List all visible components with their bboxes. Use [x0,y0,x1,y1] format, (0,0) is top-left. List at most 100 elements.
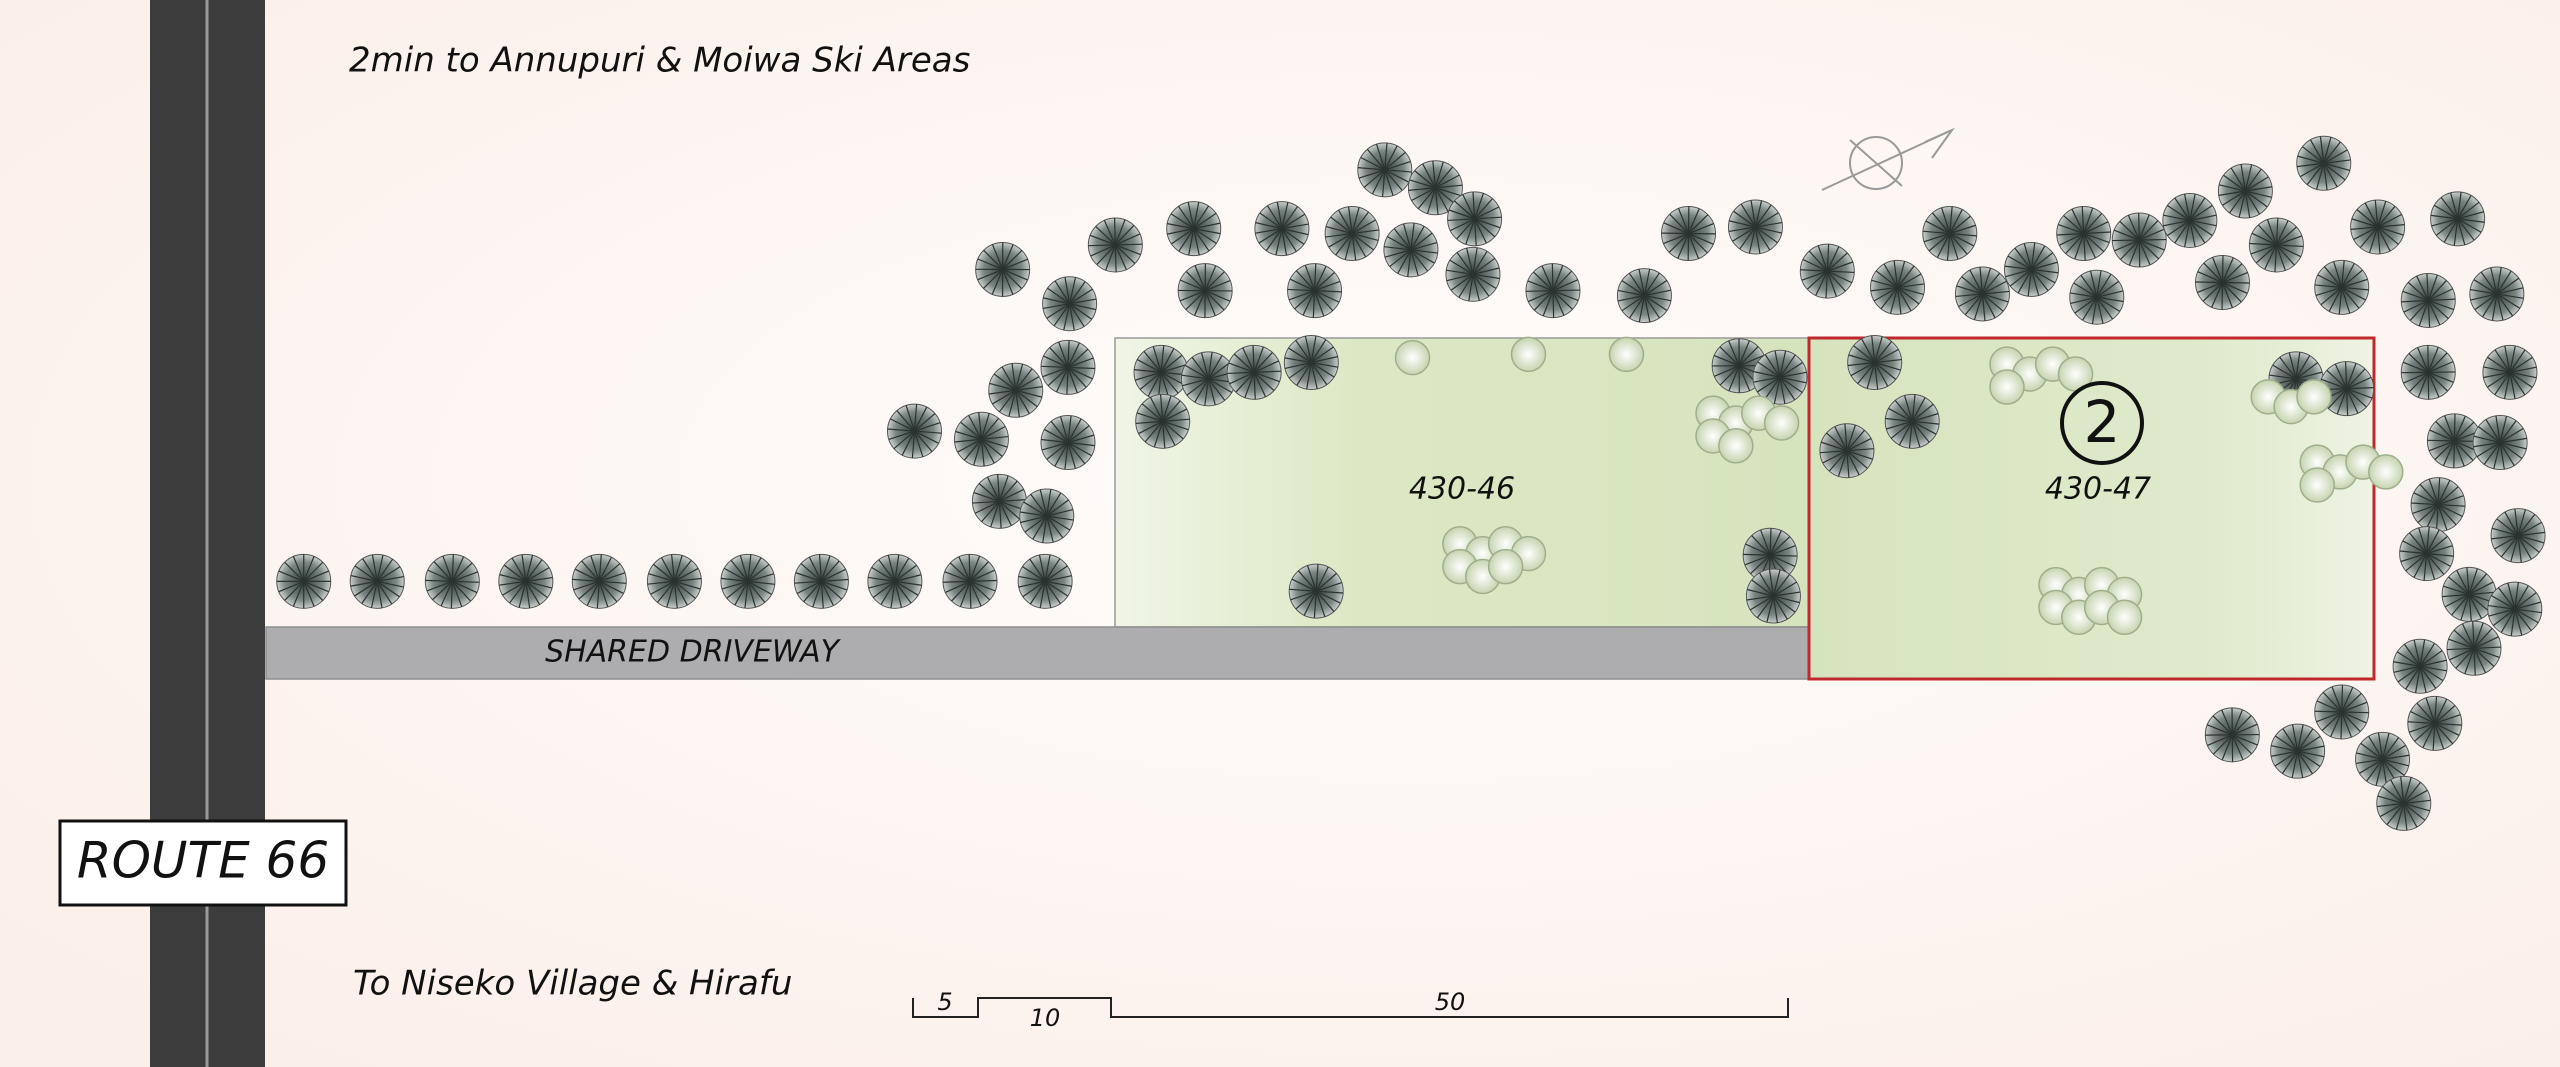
tree-branch [2393,659,2447,673]
tree-branch [1533,270,1573,311]
lot-label: 430-47 [2045,472,2151,507]
compass-ring [1849,136,1903,190]
tree-branch [2490,267,2504,321]
tree-branch [1753,371,1807,384]
tree-branch [1095,225,1136,264]
tree-branch [2402,290,2454,311]
tree-branch [990,475,1009,528]
shrub [2368,454,2404,490]
tree-branch [1186,362,1231,396]
tree-branch [1360,156,1410,183]
tree-branch [1328,219,1376,248]
south-note: To Niseko Village & Hirafu [353,964,792,1004]
tree-branch [2444,415,2465,467]
tree-branch [887,555,903,608]
tree-branch [1188,201,1200,256]
tree-branch [991,244,1014,295]
tree-branch [2497,587,2532,631]
scale-label: 5 [937,988,952,1016]
tree-branch [450,554,454,609]
tree-branch [1259,212,1305,245]
tree-branch [671,554,678,609]
tree-branch [1020,508,1074,524]
tree-branch [1053,281,1086,327]
tree-branch [1936,209,1963,258]
shrub [2299,467,2335,503]
tree-branch [2336,363,2357,415]
tree-branch [1136,359,1186,386]
tree-branch [2014,247,2049,292]
route-sign [58,819,348,907]
tree-branch [1955,290,2010,298]
lot-marker: 2 [2084,388,2121,456]
tree-branch [2291,724,2304,778]
tree-branch [1819,448,1874,454]
tree-branch [1289,588,1344,594]
tree-branch [1018,575,1072,587]
driveway-label: SHARED DRIVEWAY [545,635,842,670]
tree-branch [1617,289,1672,302]
tree-branch [2070,290,2124,305]
tree-branch [2432,696,2438,751]
tree-branch [954,435,1009,443]
tree-branch [1159,394,1166,449]
tree-branch [2464,622,2484,674]
tree-branch [1432,160,1439,215]
lot-label: 430-46 [1409,472,1515,507]
tree-branch [795,572,848,591]
tree-branch [1677,208,1700,259]
shrub [1718,428,1754,464]
shrub [1510,336,1547,373]
tree-branch [1179,280,1231,302]
north-note: 2min to Annupuri & Moiwa Ski Areas [349,41,970,81]
tree-branch [1898,397,1926,446]
road [150,0,265,1067]
shrub [2296,379,2332,415]
tree-branch [1304,336,1318,390]
tree-branch [726,563,770,599]
lot-marker-ring [2060,381,2144,465]
tree-branch [951,561,989,602]
tree-branch [2317,274,2366,301]
shrub [1608,336,1645,373]
tree-branch [2197,272,2248,293]
tree-branch [1883,263,1912,312]
tree-branch [1739,204,1772,250]
route-label: ROUTE 66 [77,832,329,890]
tree-branch [2379,789,2428,818]
tree-branch [2184,193,2196,248]
scale-bar: 5 10 50 [912,988,1789,1032]
tree-branch [2435,201,2480,236]
tree-branch [2483,420,2517,465]
scale-line [912,997,1789,1018]
tree-branch [2360,742,2405,776]
tree-branch [2074,207,2094,260]
shrub [1394,339,1431,376]
tree-branch [2504,511,2532,560]
tree-branch [2374,200,2381,254]
tree-branch [2299,149,2348,178]
tree-branch [1050,421,1086,465]
tree-branch [2483,366,2537,379]
shrub [1487,548,1524,585]
tree-branch [278,570,329,593]
tree-branch [2274,217,2279,272]
shrub [2106,599,2143,636]
tree-branch [1448,209,1501,229]
tree-branch [502,567,550,596]
compass [1821,127,1955,191]
tree-branch [574,568,624,595]
driveway [265,626,1810,680]
scale-label: 50 [1435,988,1466,1016]
tree-branch [1228,362,1280,383]
tree-branch [2411,502,2466,507]
tree-branch [1466,247,1480,301]
tree-branch [354,565,400,598]
shrub [1989,369,2025,405]
compass-flag [1924,127,1955,159]
tree-branch [1800,269,1855,274]
tree-branch [1389,232,1433,268]
tree-branch [2413,529,2440,578]
